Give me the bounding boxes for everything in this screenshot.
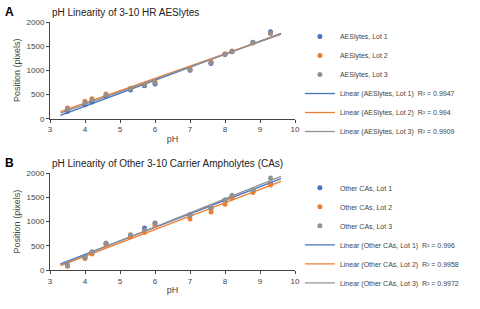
svg-text:4: 4 <box>83 277 88 286</box>
svg-text:500: 500 <box>31 242 45 251</box>
svg-text:0: 0 <box>40 115 45 124</box>
svg-text:AESlytes, Lot 2: AESlytes, Lot 2 <box>340 52 388 60</box>
svg-text:1000: 1000 <box>27 66 45 75</box>
svg-text:3: 3 <box>48 277 53 286</box>
svg-text:Linear (Other CAs, Lot 2) R²: Linear (Other CAs, Lot 2) R² = 0.9958 <box>340 261 459 269</box>
svg-text:5: 5 <box>118 277 123 286</box>
svg-text:9: 9 <box>258 277 263 286</box>
svg-text:7: 7 <box>188 125 193 134</box>
svg-text:Position (pixels): Position (pixels) <box>12 190 22 254</box>
svg-text:Other CAs, Lot 1: Other CAs, Lot 1 <box>340 185 392 192</box>
svg-text:5: 5 <box>118 125 123 134</box>
svg-text:9: 9 <box>258 125 263 134</box>
svg-text:2000: 2000 <box>27 169 45 178</box>
svg-text:pH: pH <box>167 285 179 295</box>
svg-text:Position (pixels): Position (pixels) <box>12 39 22 103</box>
svg-text:pH: pH <box>167 134 179 144</box>
svg-text:3: 3 <box>48 125 53 134</box>
svg-text:Linear (AESlytes, Lot 3) R² =: Linear (AESlytes, Lot 3) R² = 0.9909 <box>340 128 455 136</box>
svg-text:1000: 1000 <box>27 217 45 226</box>
svg-text:6: 6 <box>153 125 158 134</box>
svg-text:1500: 1500 <box>27 42 45 51</box>
svg-text:Other CAs, Lot 2: Other CAs, Lot 2 <box>340 204 392 211</box>
svg-text:Linear (Other CAs, Lot 3) R²: Linear (Other CAs, Lot 3) R² = 0.9972 <box>340 280 459 288</box>
svg-text:4: 4 <box>83 125 88 134</box>
svg-text:AESlytes, Lot 3: AESlytes, Lot 3 <box>340 71 388 79</box>
svg-text:AESlytes, Lot 1: AESlytes, Lot 1 <box>340 33 388 41</box>
svg-text:Linear (Other CAs, Lot 1) R²: Linear (Other CAs, Lot 1) R² = 0.996 <box>340 242 455 250</box>
svg-text:8: 8 <box>223 277 228 286</box>
svg-text:2000: 2000 <box>27 18 45 27</box>
svg-text:8: 8 <box>223 125 228 134</box>
svg-text:pH Linearity of 3-10 HR AESlyt: pH Linearity of 3-10 HR AESlytes <box>52 7 199 18</box>
svg-text:6: 6 <box>153 277 158 286</box>
svg-text:1500: 1500 <box>27 193 45 202</box>
svg-text:10: 10 <box>291 277 300 286</box>
svg-text:0: 0 <box>40 266 45 275</box>
svg-text:10: 10 <box>291 125 300 134</box>
svg-text:B: B <box>5 156 14 170</box>
svg-text:A: A <box>5 5 14 19</box>
svg-text:500: 500 <box>31 90 45 99</box>
svg-text:Linear (AESlytes, Lot 2) R² =: Linear (AESlytes, Lot 2) R² = 0.994 <box>340 109 451 117</box>
svg-text:Linear (AESlytes, Lot 1) R² =: Linear (AESlytes, Lot 1) R² = 0.9947 <box>340 90 455 98</box>
svg-text:pH Linearity of Other 3-10 Car: pH Linearity of Other 3-10 Carrier Ampho… <box>52 158 283 169</box>
svg-text:Other CAs, Lot 3: Other CAs, Lot 3 <box>340 223 392 230</box>
svg-text:7: 7 <box>188 277 193 286</box>
